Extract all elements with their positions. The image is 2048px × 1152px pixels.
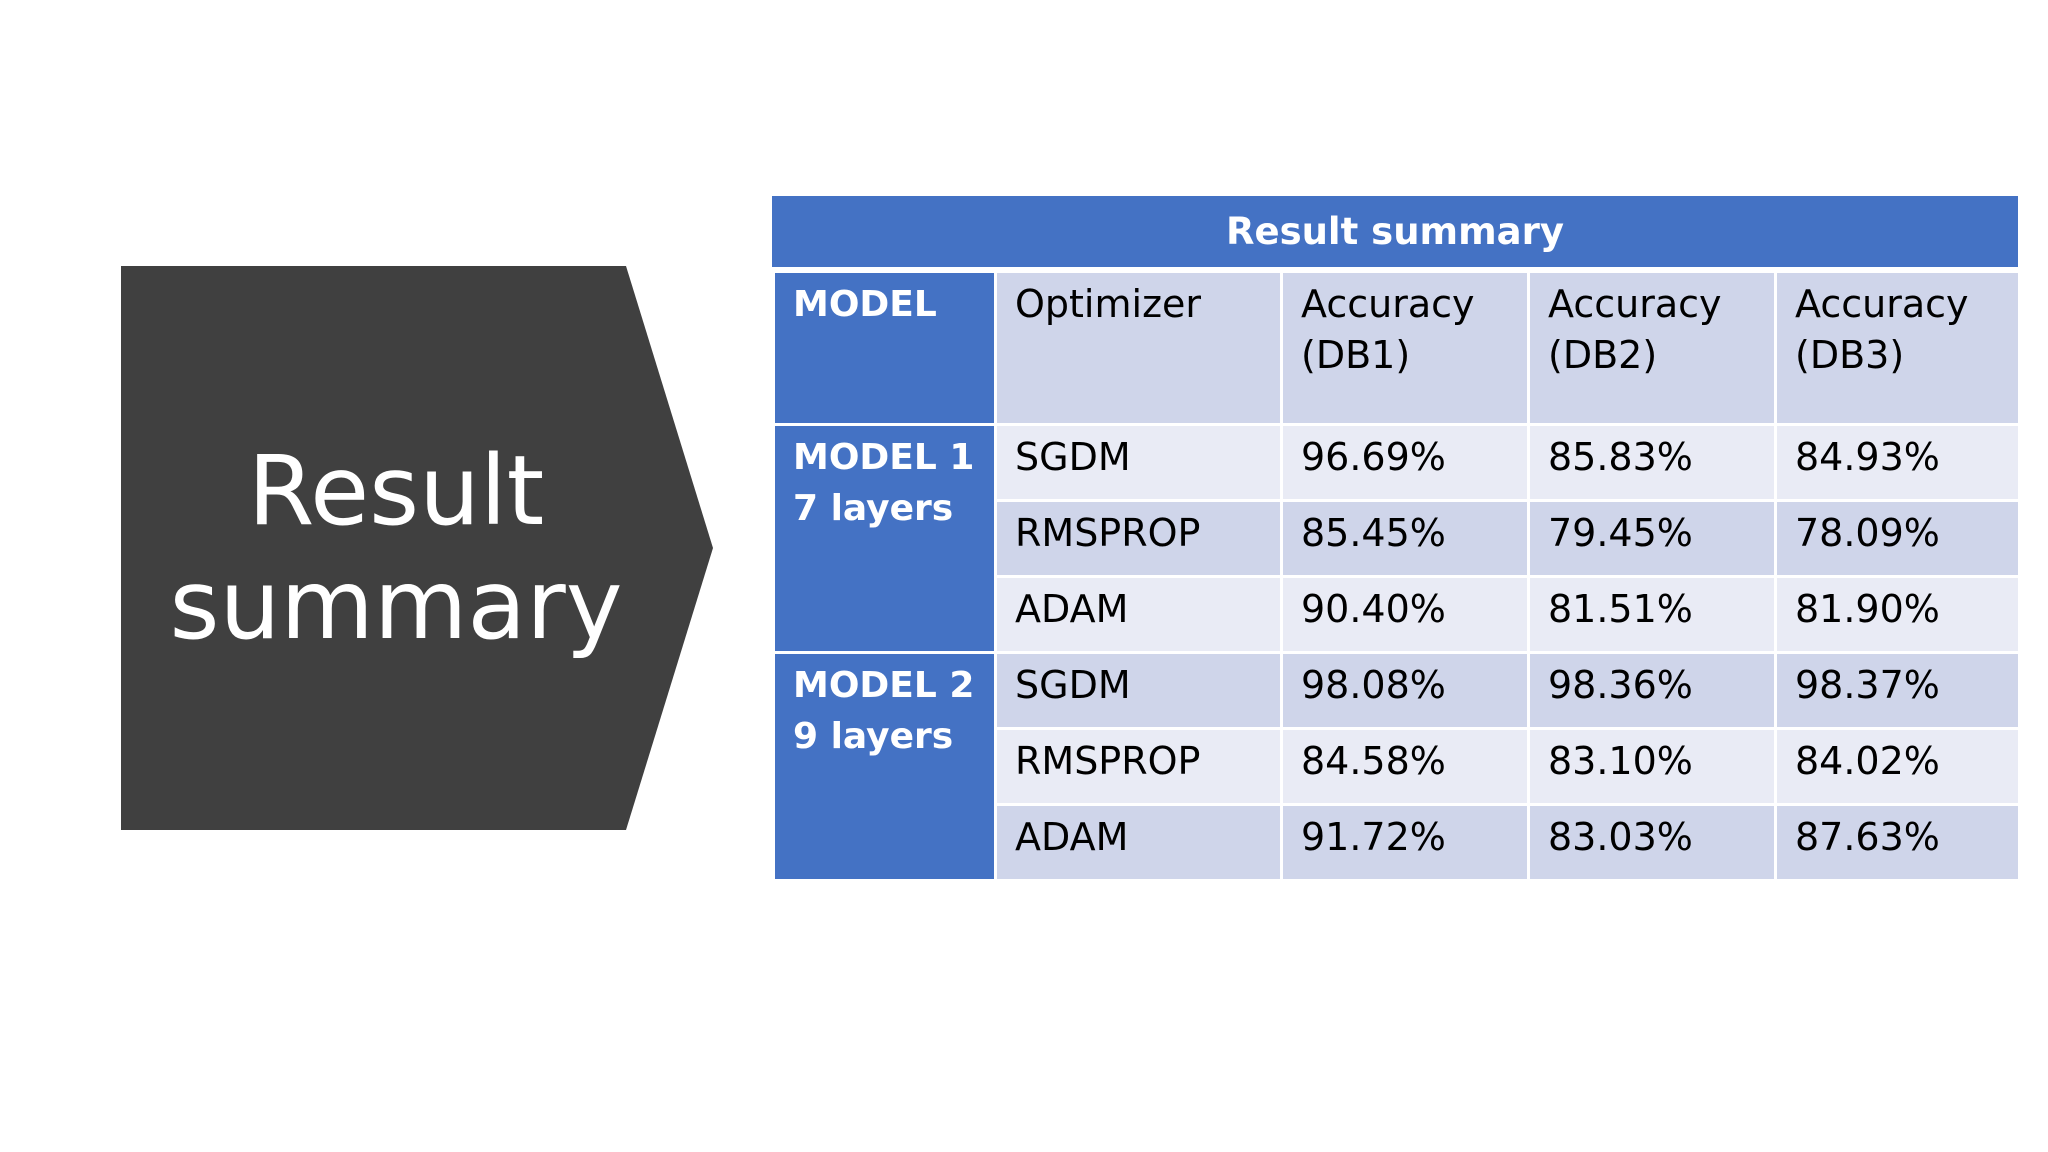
accuracy-db1-cell: 91.72% [1280, 803, 1530, 882]
header-db2-line2: (DB2) [1548, 333, 1658, 377]
optimizer-cell: RMSPROP [994, 499, 1283, 578]
model-1-name: MODEL 1 [793, 437, 975, 478]
accuracy-db1-cell: 90.40% [1280, 575, 1530, 654]
header-accuracy-db3: Accuracy (DB3) [1774, 270, 2021, 426]
optimizer-cell: RMSPROP [994, 727, 1283, 806]
accuracy-db3-cell: 87.63% [1774, 803, 2021, 882]
table-row: MODEL 2 9 layers SGDM 98.08% 98.36% 98.3… [772, 651, 2021, 882]
model-1-layers: 7 layers [793, 488, 954, 529]
accuracy-db3-cell: 84.93% [1774, 423, 2021, 502]
table-row: RMSPROP 84.58% 83.10% 84.02% [774, 727, 2021, 806]
title-chevron-shape [121, 266, 713, 830]
table-row: RMSPROP 85.45% 79.45% 78.09% [774, 499, 2021, 578]
accuracy-db2-cell: 79.45% [1527, 499, 1777, 578]
results-grid: MODEL Optimizer Accuracy (DB1) Accuracy … [772, 270, 2021, 882]
header-db3-line1: Accuracy [1795, 282, 1969, 326]
table-row: ADAM 91.72% 83.03% 87.63% [774, 803, 2021, 882]
model-1-cell: MODEL 1 7 layers [772, 423, 997, 654]
accuracy-db1-cell: 96.69% [1280, 423, 1530, 502]
table-row: MODEL 1 7 layers SGDM 96.69% 85.83% 84.9… [772, 423, 2021, 654]
header-db1-line2: (DB1) [1301, 333, 1411, 377]
accuracy-db2-cell: 85.83% [1527, 423, 1777, 502]
header-db1-line1: Accuracy [1301, 282, 1475, 326]
optimizer-cell: ADAM [994, 803, 1283, 882]
model-2-layers: 9 layers [793, 716, 954, 757]
accuracy-db3-cell: 98.37% [1774, 651, 2021, 730]
accuracy-db1-cell: 98.08% [1280, 651, 1530, 730]
header-row: MODEL Optimizer Accuracy (DB1) Accuracy … [772, 270, 2021, 426]
optimizer-cell: SGDM [994, 423, 1283, 502]
table-row: ADAM 90.40% 81.51% 81.90% [774, 575, 2021, 654]
table-caption: Result summary [772, 196, 2018, 270]
accuracy-db2-cell: 83.10% [1527, 727, 1777, 806]
optimizer-cell: ADAM [994, 575, 1283, 654]
accuracy-db3-cell: 84.02% [1774, 727, 2021, 806]
accuracy-db1-cell: 84.58% [1280, 727, 1530, 806]
header-accuracy-db1: Accuracy (DB1) [1280, 270, 1530, 426]
model-2-name: MODEL 2 [793, 665, 975, 706]
header-model: MODEL [772, 270, 997, 426]
header-db3-line2: (DB3) [1795, 333, 1905, 377]
optimizer-cell: SGDM [994, 651, 1283, 730]
header-accuracy-db2: Accuracy (DB2) [1527, 270, 1777, 426]
header-optimizer: Optimizer [994, 270, 1283, 426]
accuracy-db2-cell: 81.51% [1527, 575, 1777, 654]
slide-title: Result summary [169, 435, 623, 661]
model-2-cell: MODEL 2 9 layers [772, 651, 997, 882]
accuracy-db2-cell: 98.36% [1527, 651, 1777, 730]
accuracy-db1-cell: 85.45% [1280, 499, 1530, 578]
accuracy-db2-cell: 83.03% [1527, 803, 1777, 882]
accuracy-db3-cell: 78.09% [1774, 499, 2021, 578]
header-db2-line1: Accuracy [1548, 282, 1722, 326]
result-summary-table: Result summary MODEL Optimizer Accuracy … [772, 196, 2021, 882]
accuracy-db3-cell: 81.90% [1774, 575, 2021, 654]
